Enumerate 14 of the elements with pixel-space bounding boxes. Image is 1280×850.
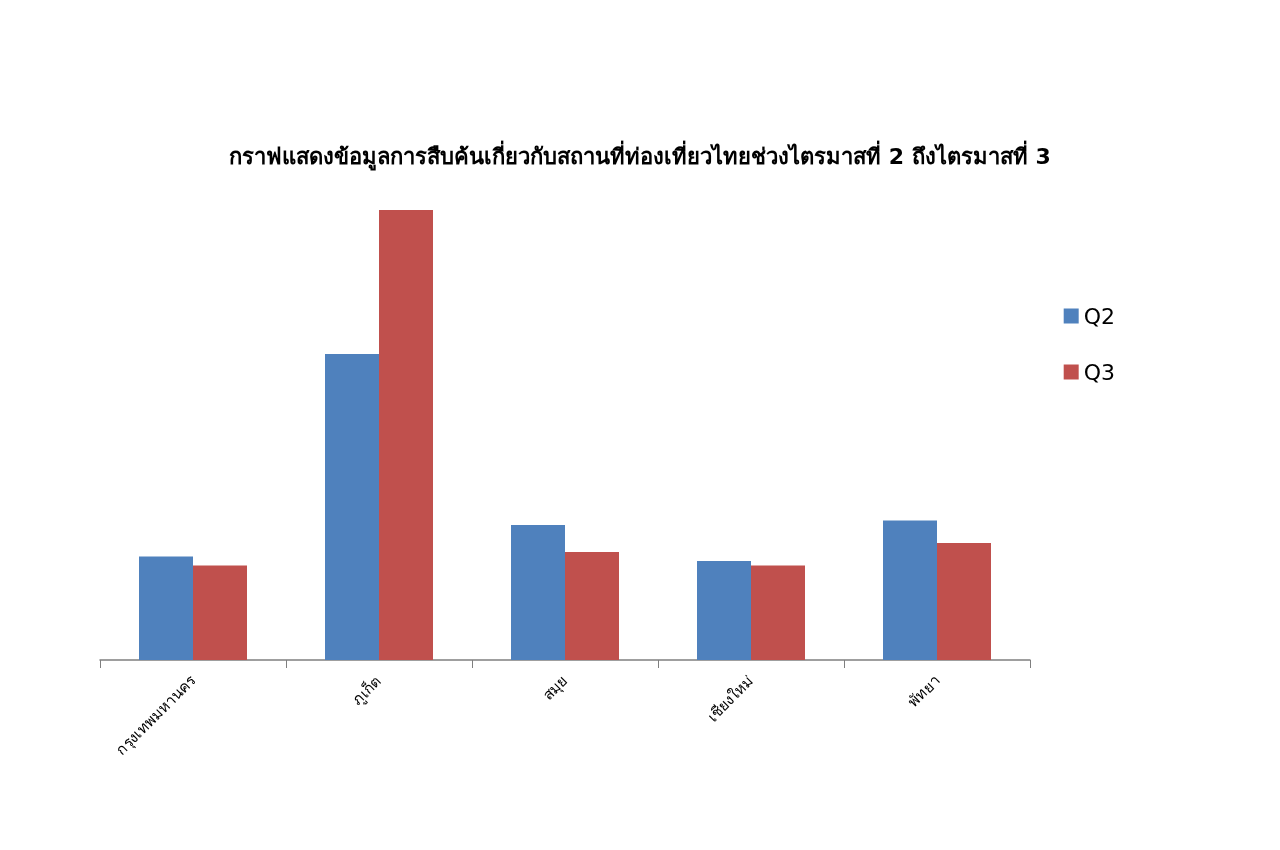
bar	[325, 354, 379, 660]
bar	[511, 525, 565, 660]
bar	[883, 520, 937, 660]
x-tick-label: สมุย	[538, 671, 573, 705]
bar	[379, 210, 433, 660]
chart-title: กราฟแสดงข้อมูลการสืบค้นเกี่ยวกับสถานที่ท่องเที่ยวไทยช่วงไตรมาสที่ 2 ถึงไตรมาสที่ 3	[229, 139, 1051, 171]
bar	[937, 543, 991, 660]
bar	[565, 552, 619, 660]
bar	[751, 565, 805, 660]
legend-label: Q3	[1083, 359, 1116, 385]
legend-label: Q2	[1083, 303, 1116, 329]
bar	[139, 556, 193, 660]
bar	[697, 561, 751, 660]
bar	[193, 565, 247, 660]
